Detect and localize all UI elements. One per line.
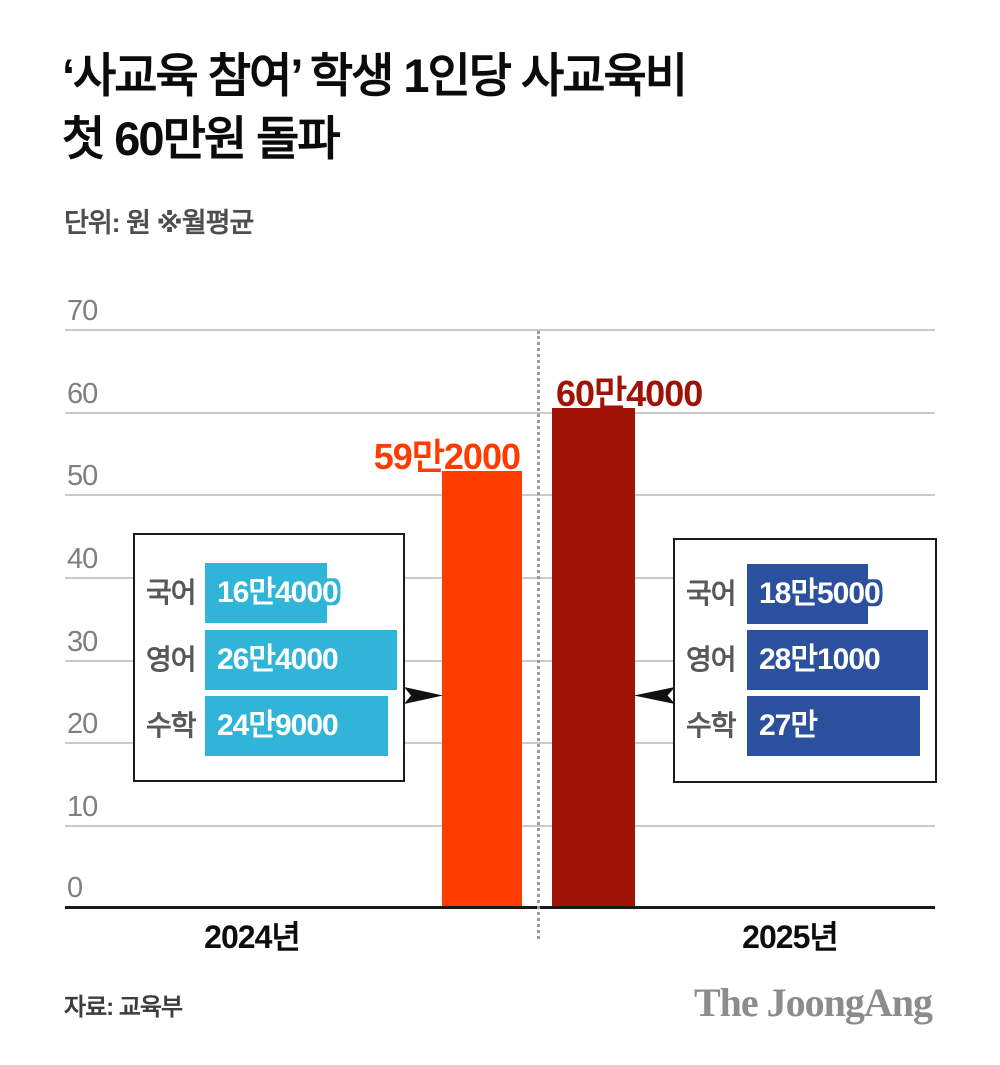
subject-label-korean-2024: 국어 xyxy=(146,577,197,608)
bar-2025 xyxy=(552,408,635,906)
subject-bar-math-2024: 24만9000 xyxy=(205,696,388,756)
subject-value-korean-2024: 16만4000 xyxy=(217,576,339,609)
data-source: 자료: 교육부 xyxy=(64,994,183,1021)
subject-value-korean-2025: 18만5000 xyxy=(759,577,881,610)
x-axis-baseline xyxy=(65,906,935,909)
subject-bar-math-2025: 27만 xyxy=(747,696,920,756)
callout-arrow-2025-icon xyxy=(634,687,675,704)
subject-label-korean-2025: 국어 xyxy=(686,578,737,609)
subject-label-math-2024: 수학 xyxy=(146,710,197,741)
subject-bar-english-2025: 28만1000 xyxy=(747,630,928,690)
y-tick-50: 50 xyxy=(67,460,98,492)
x-label-2024: 2024년 xyxy=(204,919,301,955)
subject-label-english-2025: 영어 xyxy=(686,644,737,675)
bar-value-label-2024: 59만2000 xyxy=(373,436,521,477)
y-tick-40: 40 xyxy=(67,543,98,575)
joongang-logo: The JoongAng xyxy=(693,980,933,1025)
subject-value-english-2025: 28만1000 xyxy=(759,643,881,676)
subject-bar-korean-2025: 18만5000 xyxy=(747,564,881,624)
y-tick-20: 20 xyxy=(67,708,98,740)
year-divider-dotted-line xyxy=(537,331,540,939)
unit-note: 단위: 원 ※월평균 xyxy=(64,208,254,238)
x-label-2025: 2025년 xyxy=(742,919,839,955)
y-tick-70: 70 xyxy=(67,295,98,327)
subject-bar-english-2024: 26만4000 xyxy=(205,630,397,690)
callout-arrow-2024-icon xyxy=(404,687,443,704)
bar-value-label-2025: 60만4000 xyxy=(556,373,703,414)
gridline-70 xyxy=(65,329,935,331)
title-line-2: 첫 60만원 돌파 xyxy=(62,112,341,165)
title-line-1: ‘사교육 참여’ 학생 1인당 사교육비 xyxy=(62,49,688,102)
y-tick-60: 60 xyxy=(67,378,98,410)
y-tick-0: 0 xyxy=(67,872,83,904)
y-tick-10: 10 xyxy=(67,791,98,823)
subject-label-english-2024: 영어 xyxy=(146,644,197,675)
subject-value-math-2025: 27만 xyxy=(759,709,818,742)
subject-value-math-2024: 24만9000 xyxy=(217,709,339,742)
subject-label-math-2025: 수학 xyxy=(686,710,737,741)
bar-2024 xyxy=(442,471,522,906)
subject-bar-korean-2024: 16만4000 xyxy=(205,563,339,623)
gridline-60 xyxy=(65,412,935,414)
y-tick-30: 30 xyxy=(67,626,98,658)
subject-value-english-2024: 26만4000 xyxy=(217,643,339,676)
